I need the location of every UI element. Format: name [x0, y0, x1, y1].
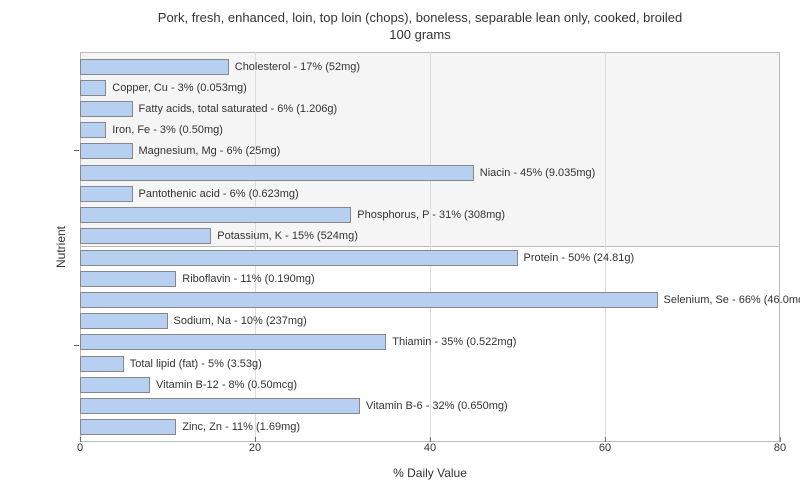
- x-tick-label: 60: [599, 442, 611, 454]
- bar: [80, 356, 124, 372]
- bar-row: Vitamin B-12 - 8% (0.50mcg): [80, 377, 780, 393]
- bar-label: Pantothenic acid - 6% (0.623mg): [133, 186, 299, 202]
- bar: [80, 228, 211, 244]
- x-tick-mark: [430, 437, 431, 442]
- x-tick-mark: [605, 437, 606, 442]
- bar-label: Riboflavin - 11% (0.190mg): [176, 271, 314, 287]
- nutrient-chart: Pork, fresh, enhanced, loin, top loin (c…: [0, 0, 800, 500]
- bar: [80, 377, 150, 393]
- bar-row: Protein - 50% (24.81g): [80, 250, 780, 266]
- x-tick-label: 40: [424, 442, 436, 454]
- bar-row: Pantothenic acid - 6% (0.623mg): [80, 186, 780, 202]
- bar-label: Potassium, K - 15% (524mg): [211, 228, 358, 244]
- x-tick-mark: [780, 437, 781, 442]
- bar-row: Vitamin B-6 - 32% (0.650mg): [80, 398, 780, 414]
- bar-label: Selenium, Se - 66% (46.0mcg): [658, 292, 800, 308]
- x-tick-mark: [255, 437, 256, 442]
- bar: [80, 207, 351, 223]
- bar: [80, 165, 474, 181]
- x-tick: 80: [774, 442, 786, 454]
- x-tick-mark: [80, 437, 81, 442]
- bar-label: Copper, Cu - 3% (0.053mg): [106, 80, 247, 96]
- bar: [80, 313, 168, 329]
- bars-container: Cholesterol - 17% (52mg) Copper, Cu - 3% …: [80, 52, 780, 442]
- x-tick-label: 80: [774, 442, 786, 454]
- y-tick-mark: [74, 345, 79, 346]
- bar-row: Selenium, Se - 66% (46.0mcg): [80, 292, 780, 308]
- bar-label: Fatty acids, total saturated - 6% (1.206…: [133, 101, 338, 117]
- x-tick: 0: [77, 442, 83, 454]
- bar-row: Niacin - 45% (9.035mg): [80, 165, 780, 181]
- bar-row: Total lipid (fat) - 5% (3.53g): [80, 356, 780, 372]
- bar-row: Iron, Fe - 3% (0.50mg): [80, 122, 780, 138]
- bar: [80, 334, 386, 350]
- bar-label: Protein - 50% (24.81g): [518, 250, 635, 266]
- bar: [80, 292, 658, 308]
- bar: [80, 186, 133, 202]
- y-axis-label: Nutrient: [54, 226, 68, 268]
- bar: [80, 122, 106, 138]
- bar-row: Cholesterol - 17% (52mg): [80, 59, 780, 75]
- chart-title-line2: 100 grams: [60, 27, 780, 42]
- bar-label: Sodium, Na - 10% (237mg): [168, 313, 307, 329]
- x-tick: 60: [599, 442, 611, 454]
- bar-label: Iron, Fe - 3% (0.50mg): [106, 122, 223, 138]
- bar-label: Thiamin - 35% (0.522mg): [386, 334, 516, 350]
- bar-label: Phosphorus, P - 31% (308mg): [351, 207, 505, 223]
- y-tick-mark: [74, 150, 79, 151]
- bar-row: Fatty acids, total saturated - 6% (1.206…: [80, 101, 780, 117]
- bar-row: Magnesium, Mg - 6% (25mg): [80, 143, 780, 159]
- x-tick-label: 0: [77, 442, 83, 454]
- bar: [80, 250, 518, 266]
- bar-label: Vitamin B-12 - 8% (0.50mcg): [150, 377, 297, 393]
- bar: [80, 59, 229, 75]
- bar-label: Vitamin B-6 - 32% (0.650mg): [360, 398, 508, 414]
- x-axis-label: % Daily Value: [80, 466, 780, 480]
- bar-row: Thiamin - 35% (0.522mg): [80, 334, 780, 350]
- bar: [80, 419, 176, 435]
- bar: [80, 398, 360, 414]
- bar: [80, 143, 133, 159]
- x-axis: 020406080: [80, 442, 780, 462]
- bar: [80, 271, 176, 287]
- bar-label: Magnesium, Mg - 6% (25mg): [133, 143, 281, 159]
- x-tick: 40: [424, 442, 436, 454]
- plot-area: Cholesterol - 17% (52mg) Copper, Cu - 3% …: [80, 52, 780, 442]
- bar-row: Riboflavin - 11% (0.190mg): [80, 271, 780, 287]
- bar-row: Sodium, Na - 10% (237mg): [80, 313, 780, 329]
- bar-label: Cholesterol - 17% (52mg): [229, 59, 360, 75]
- bar-row: Phosphorus, P - 31% (308mg): [80, 207, 780, 223]
- bar-label: Niacin - 45% (9.035mg): [474, 165, 596, 181]
- bar-row: Copper, Cu - 3% (0.053mg): [80, 80, 780, 96]
- bar-row: Zinc, Zn - 11% (1.69mg): [80, 419, 780, 435]
- bar: [80, 80, 106, 96]
- x-tick-label: 20: [249, 442, 261, 454]
- bar-label: Total lipid (fat) - 5% (3.53g): [124, 356, 262, 372]
- chart-title-line1: Pork, fresh, enhanced, loin, top loin (c…: [60, 10, 780, 25]
- bar-label: Zinc, Zn - 11% (1.69mg): [176, 419, 300, 435]
- bar: [80, 101, 133, 117]
- bar-row: Potassium, K - 15% (524mg): [80, 228, 780, 244]
- x-tick: 20: [249, 442, 261, 454]
